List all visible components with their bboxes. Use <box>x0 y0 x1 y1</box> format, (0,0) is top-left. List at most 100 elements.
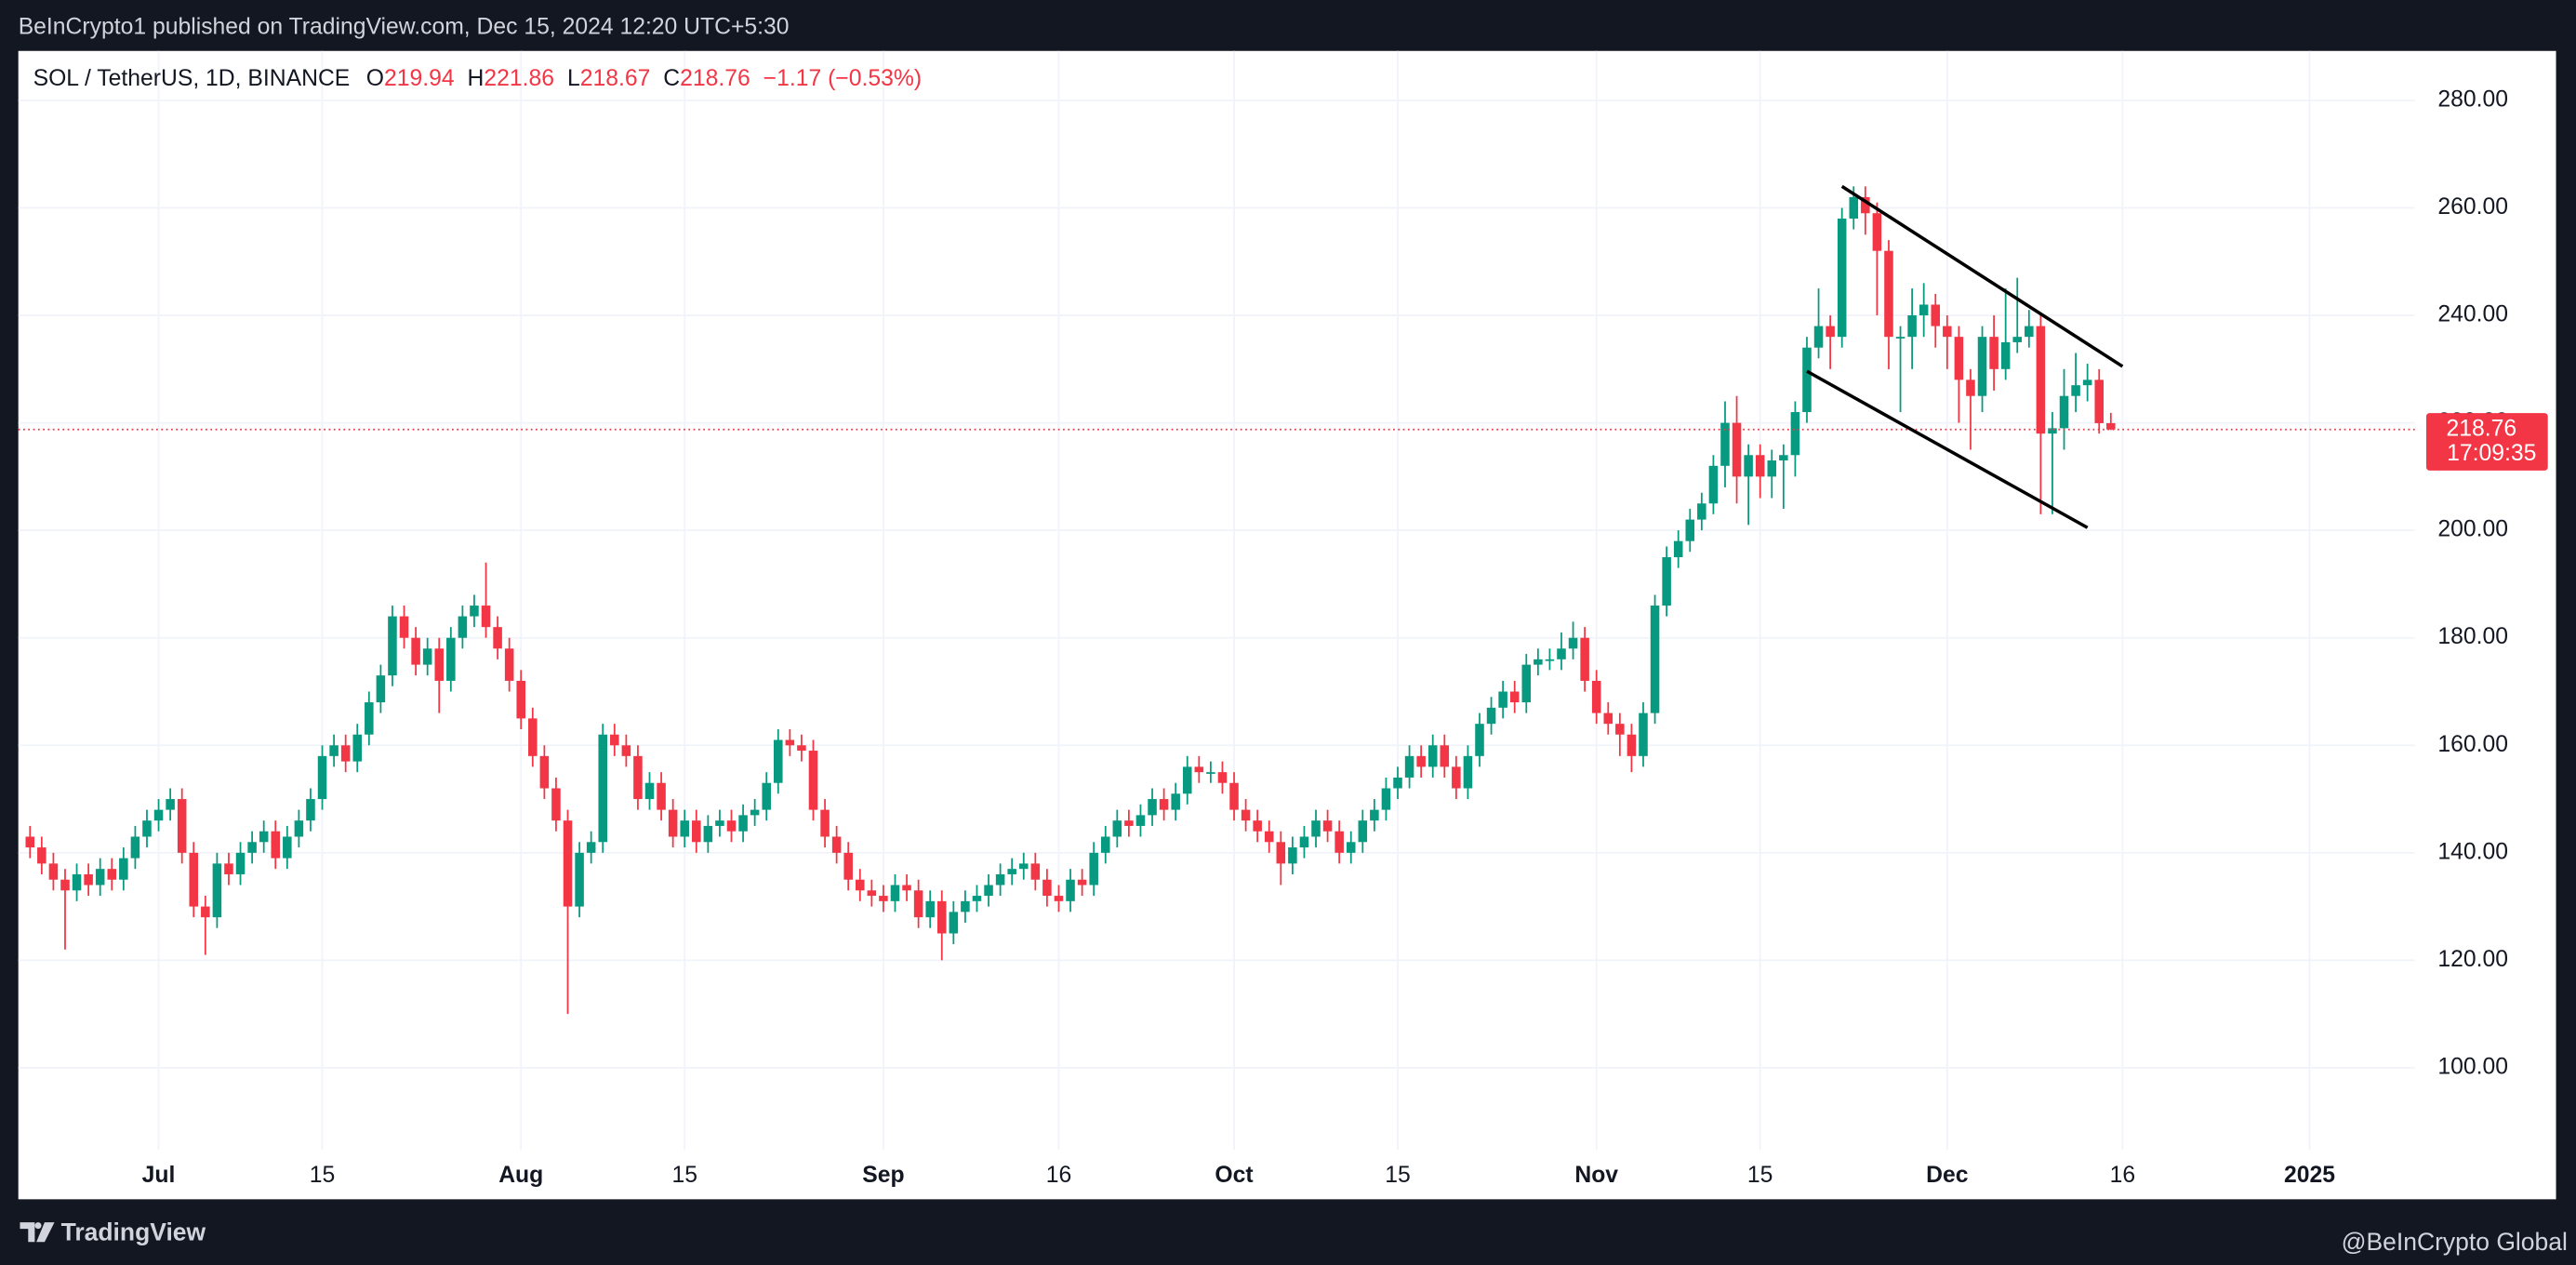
candle-body <box>2106 422 2116 430</box>
candle-body <box>738 815 748 832</box>
ohlc-label: C <box>663 65 680 90</box>
candle-body <box>2048 428 2057 434</box>
candle-body <box>1427 745 1438 767</box>
candle-body <box>1100 836 1110 853</box>
ohlc-label: L <box>567 65 580 90</box>
candle-body <box>2025 326 2034 338</box>
brand-logo <box>20 1222 55 1243</box>
candle-body <box>1779 455 1788 461</box>
candle-body <box>1931 304 1941 326</box>
candle-body <box>2036 326 2046 434</box>
candle-body <box>306 799 315 821</box>
change: −1.17 (−0.53%) <box>764 65 922 90</box>
candle-body <box>551 788 561 821</box>
y-tick-label: 260.00 <box>2437 194 2508 220</box>
chart-panel <box>18 50 2556 1200</box>
candle-body <box>1813 326 1824 348</box>
candle-body <box>668 809 678 837</box>
y-tick-label: 240.00 <box>2437 302 2508 327</box>
y-tick-label: 120.00 <box>2437 947 2508 972</box>
candle-body <box>352 734 363 762</box>
candle-body <box>1007 869 1016 874</box>
candle-body <box>235 852 246 874</box>
candle-body <box>1966 380 1975 396</box>
candle-body <box>1206 772 1215 774</box>
candle-body <box>1182 766 1192 794</box>
candle-body <box>458 616 468 638</box>
candle-body <box>2000 341 2011 369</box>
candle-body <box>644 782 655 800</box>
candle-body <box>1977 337 1987 396</box>
candle-body <box>949 912 959 934</box>
candle-body <box>1334 831 1344 853</box>
candle-body <box>1767 460 1777 477</box>
candle-body <box>808 751 818 810</box>
candle-body <box>762 782 771 810</box>
candle-body <box>528 718 538 756</box>
candle-body <box>317 755 327 800</box>
x-tick-label: 15 <box>310 1163 336 1188</box>
price-tag-box <box>2426 413 2548 471</box>
candle-body <box>153 809 164 821</box>
candle-body <box>1253 820 1262 832</box>
low-value: 218.67 <box>580 65 651 90</box>
grid <box>18 50 2415 1151</box>
candle-body <box>422 648 432 665</box>
candle-body <box>1849 196 1859 220</box>
candle-body <box>25 836 35 848</box>
candle-body <box>1475 724 1484 756</box>
candle-body <box>142 820 152 837</box>
credit: @BeInCrypto Global <box>2342 1228 2568 1256</box>
candle-body <box>166 799 175 810</box>
x-tick-label: 15 <box>1747 1163 1773 1188</box>
candle-body <box>902 885 911 891</box>
candle-body <box>1440 745 1450 767</box>
candle-body <box>1486 707 1496 725</box>
candle-body <box>1895 337 1905 339</box>
candle-body <box>1954 337 1964 380</box>
candle-body <box>1018 863 1029 870</box>
candle-body <box>1732 422 1742 477</box>
x-tick-label: Jul <box>142 1163 176 1188</box>
candle-body <box>1264 831 1274 843</box>
candle-body <box>774 739 783 783</box>
candle-body <box>1089 852 1098 886</box>
candle-body <box>1054 896 1064 901</box>
candle-body <box>785 739 795 746</box>
candle-body <box>130 836 140 859</box>
candle-body <box>1276 842 1286 864</box>
candle-body <box>1322 820 1333 832</box>
candle-body <box>1066 879 1075 901</box>
candle-body <box>890 885 900 901</box>
candle-body <box>856 879 865 891</box>
candle-body <box>95 869 105 886</box>
candle-body <box>201 906 210 918</box>
candle-body <box>1943 326 1952 338</box>
candle-body <box>1463 755 1473 789</box>
x-tick-label: Aug <box>498 1163 543 1188</box>
candle-body <box>1404 755 1414 778</box>
candle-body <box>2059 395 2069 429</box>
candle-body <box>376 675 386 703</box>
candle-body <box>1370 809 1379 821</box>
open-value: 219.94 <box>384 65 455 90</box>
candle-body <box>1907 315 1917 338</box>
candle-body <box>1697 503 1706 520</box>
candle-body <box>1919 304 1929 316</box>
candle-body <box>294 820 304 837</box>
candle-body <box>411 637 420 665</box>
x-tick-label: Sep <box>862 1163 904 1188</box>
y-tick-label: 160.00 <box>2437 732 2508 757</box>
candle-body <box>1498 691 1507 708</box>
trend-line <box>1840 184 2124 368</box>
candle-body <box>434 648 445 681</box>
candle-body <box>2094 380 2105 423</box>
candle-body <box>1861 196 1870 214</box>
candle-body <box>610 734 619 746</box>
candle-body <box>399 616 409 638</box>
candle-body <box>715 820 724 826</box>
candle-body <box>563 820 573 907</box>
candle-body <box>843 852 853 880</box>
x-tick-label: 15 <box>671 1163 697 1188</box>
